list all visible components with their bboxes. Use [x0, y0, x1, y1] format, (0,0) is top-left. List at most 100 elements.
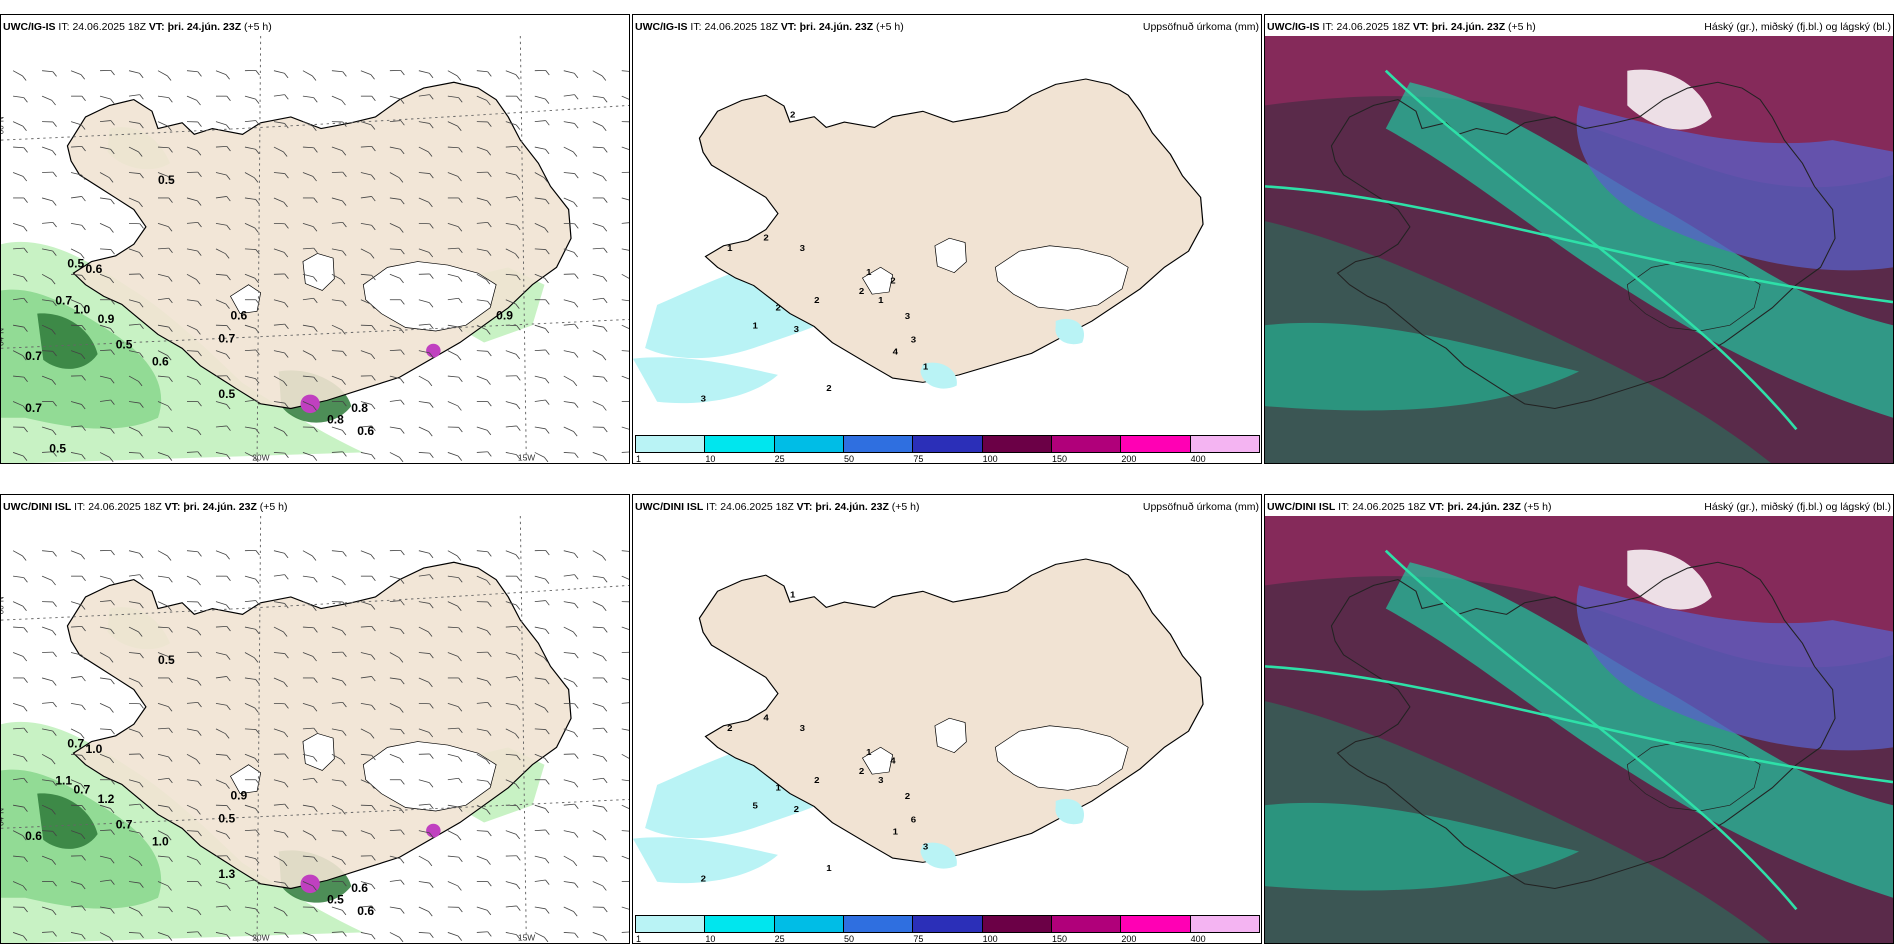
- map-frame: UWC/IG-IS IT: 24.06.2025 18Z VT: þri. 24…: [1264, 14, 1894, 464]
- panel-header: UWC/IG-IS IT: 24.06.2025 18Z VT: þri. 24…: [635, 20, 1259, 34]
- precip-value-label: 3: [923, 842, 928, 851]
- model-name: UWC/IG-IS: [1267, 21, 1320, 33]
- axis-tick-label: 64°N: [1, 808, 5, 826]
- precip-value-label: 1: [753, 321, 758, 330]
- wind-value-label: 0.9: [230, 789, 247, 803]
- precip-value-label: 2: [859, 287, 864, 296]
- it-value: 24.06.2025 18Z: [1352, 501, 1426, 513]
- wind-value-label: 0.7: [73, 783, 90, 797]
- legend-tick-label: 50: [844, 934, 855, 944]
- map-panel-precip: 2 1 2 3 2 2 1 3 2 1 2 1 3 4 3 1 2 3 UWC/IG-IS IT: 24.06.20…: [632, 14, 1262, 464]
- axis-tick-label: 15W: [518, 934, 536, 943]
- precip-value-label: 2: [763, 233, 768, 242]
- precip-value-label: 1: [893, 827, 898, 836]
- legend-swatch: [843, 435, 914, 453]
- legend-swatch: [704, 435, 775, 453]
- wind-value-label: 1.1: [55, 774, 72, 788]
- map-frame: 1 2 4 3 2 1 5 2 2 1 4 3 2 1 6 3 1 2 UWC/DINI ISL IT: 24.06…: [632, 494, 1262, 944]
- wind-value-label: 0.5: [158, 653, 175, 667]
- precip-value-label: 4: [763, 713, 769, 722]
- precip-value-label: 2: [859, 767, 864, 776]
- model-name: UWC/DINI ISL: [635, 501, 704, 513]
- lead-time: (+5 h): [259, 501, 288, 513]
- precip-value-label: 2: [905, 791, 910, 800]
- wind-value-label: 0.5: [327, 893, 344, 907]
- map-panel-cloud: UWC/IG-IS IT: 24.06.2025 18Z VT: þri. 24…: [1264, 14, 1894, 464]
- legend-tick-label: 10: [705, 454, 716, 464]
- precip-value-label: 5: [753, 801, 758, 810]
- legend-tick-label: 25: [774, 934, 785, 944]
- panel-title: Uppsöfnuð úrkoma (mm): [1142, 501, 1259, 513]
- wind-value-label: 0.6: [230, 309, 247, 323]
- lead-time: (+5 h): [876, 21, 904, 33]
- map-frame: UWC/DINI ISL IT: 24.06.2025 18Z VT: þri.…: [1264, 494, 1894, 944]
- legend-swatch: [1051, 435, 1122, 453]
- precip-value-label: 2: [890, 276, 895, 285]
- map-panel-cloud: UWC/DINI ISL IT: 24.06.2025 18Z VT: þri.…: [1264, 494, 1894, 944]
- panel-header: UWC/DINI ISL IT: 24.06.2025 18Z VT: þri.…: [3, 500, 627, 514]
- it-label: IT:: [58, 21, 70, 33]
- precip-legend: 1 10 25 50 75 100 150 200 400: [635, 435, 1260, 464]
- legend-tick-label: 200: [1121, 454, 1137, 464]
- map-frame: 0.5 0.5 0.6 0.7 1.0 0.9 0.7 0.5 0.6 0.6 0.7 0.8 0.5 0…: [0, 14, 630, 464]
- legend-tick-label: 150: [1052, 934, 1068, 944]
- legend-swatch: [635, 435, 706, 453]
- legend-swatch: [981, 435, 1052, 453]
- panel-header: UWC/DINI ISL IT: 24.06.2025 18Z VT: þri.…: [635, 500, 1259, 514]
- legend-swatch: [1189, 435, 1260, 453]
- map-panel-wind: 0.5 0.7 1.0 1.1 0.7 1.2 0.6 0.7 1.0 0.9 0.5 0.6 1.3 0…: [0, 494, 630, 944]
- vt-label: VT:: [1428, 501, 1445, 513]
- legend-tick-label: 200: [1121, 934, 1137, 944]
- lead-time: (+5 h): [244, 21, 272, 33]
- axis-tick-label: 20W: [252, 454, 270, 463]
- wind-value-label: 0.8: [327, 413, 344, 427]
- wind-value-label: 1.2: [98, 792, 115, 806]
- axis-tick-label: 66°N: [1, 116, 5, 134]
- legend-tick-label: 100: [982, 454, 998, 464]
- map-precip: 2 1 2 3 2 2 1 3 2 1 2 1 3 4 3 1 2 3: [633, 36, 1261, 434]
- legend-tick-label: 1: [636, 934, 642, 944]
- wind-value-label: 0.7: [116, 818, 133, 832]
- precip-value-label: 3: [905, 311, 910, 320]
- wind-value-label: 1.0: [86, 742, 103, 756]
- wind-value-label: 1.0: [73, 303, 90, 317]
- map-cloud: [1265, 516, 1893, 943]
- precip-value-label: 1: [776, 783, 781, 792]
- it-value: 24.06.2025 18Z: [720, 501, 794, 513]
- wind-value-label: 0.5: [49, 442, 66, 456]
- legend-swatch: [1051, 915, 1122, 933]
- wind-value-label: 0.6: [152, 355, 169, 369]
- legend-tick-label: 400: [1190, 454, 1206, 464]
- it-label: IT:: [74, 501, 86, 513]
- vt-value: þri. 24.jún. 23Z: [1431, 21, 1506, 33]
- precip-value-label: 1: [790, 590, 795, 599]
- it-value: 24.06.2025 18Z: [704, 21, 778, 33]
- legend-swatch: [704, 915, 775, 933]
- legend-swatch: [912, 915, 983, 933]
- vt-label: VT:: [796, 501, 813, 513]
- legend-tick-label: 75: [913, 454, 924, 464]
- axis-tick-label: 64°N: [1, 328, 5, 346]
- it-label: IT:: [690, 21, 702, 33]
- precip-value-label: 2: [814, 775, 819, 784]
- legend-tick-label: 100: [982, 934, 998, 944]
- legend-swatch: [981, 915, 1052, 933]
- precip-value-label: 2: [790, 110, 795, 119]
- vt-value: þri. 24.jún. 23Z: [799, 21, 874, 33]
- wind-value-label: 0.6: [357, 424, 374, 438]
- legend-swatch: [843, 915, 914, 933]
- precip-value-label: 3: [800, 724, 805, 733]
- vt-label: VT:: [148, 21, 165, 33]
- wind-value-label: 0.7: [67, 737, 84, 751]
- precip-value-label: 4: [893, 347, 899, 356]
- legend-swatch: [635, 915, 706, 933]
- wind-value-label: 0.6: [86, 262, 103, 276]
- wind-value-label: 0.7: [25, 401, 42, 415]
- wind-value-label: 0.7: [55, 294, 72, 308]
- legend-tick-label: 400: [1190, 934, 1206, 944]
- vt-label: VT:: [1412, 21, 1429, 33]
- wind-value-label: 1.3: [218, 867, 235, 881]
- precip-value-label: 1: [727, 244, 732, 253]
- model-name: UWC/DINI ISL: [1267, 501, 1336, 513]
- panel-header: UWC/IG-IS IT: 24.06.2025 18Z VT: þri. 24…: [1267, 20, 1891, 34]
